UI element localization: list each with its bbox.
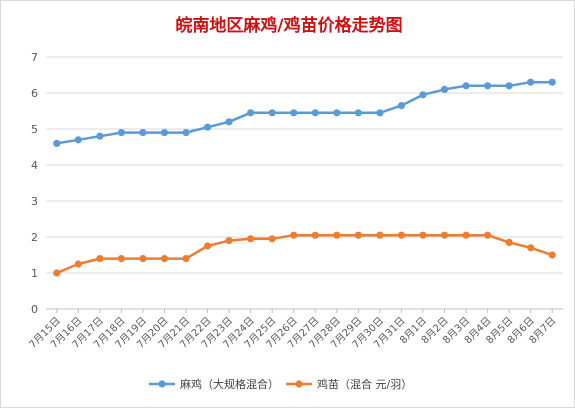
data-point xyxy=(96,132,104,140)
data-point xyxy=(376,231,384,239)
data-point xyxy=(333,109,341,117)
data-point xyxy=(53,139,61,147)
y-tick-label: 4 xyxy=(31,159,38,172)
data-point xyxy=(527,78,535,86)
data-point xyxy=(139,129,147,137)
data-point xyxy=(182,129,190,137)
y-tick-label: 6 xyxy=(31,87,38,100)
y-axis-ticks: 0 1 2 3 4 5 6 7 xyxy=(31,51,38,316)
data-point xyxy=(462,82,470,90)
data-point xyxy=(139,255,147,263)
data-point xyxy=(117,255,125,263)
data-point xyxy=(182,255,190,263)
legend-swatch-marker xyxy=(158,380,166,388)
legend-item-1: 麻鸡（大规格混合） xyxy=(149,377,279,391)
data-point xyxy=(484,231,492,239)
data-point xyxy=(160,129,169,137)
data-point xyxy=(354,109,362,117)
data-point xyxy=(354,231,362,239)
series-2 xyxy=(53,231,556,277)
data-point xyxy=(290,109,298,117)
legend: 麻鸡（大规格混合） 鸡苗（混合 元/羽） xyxy=(149,377,412,391)
data-point xyxy=(527,244,535,252)
data-point xyxy=(311,231,319,239)
data-point xyxy=(484,82,492,90)
legend-swatch-marker xyxy=(295,380,303,388)
x-axis-ticks: 7月15日7月16日7月17日7月18日7月19日7月20日7月21日7月22日… xyxy=(27,309,558,351)
data-point xyxy=(117,129,125,137)
y-tick-label: 7 xyxy=(31,51,38,64)
y-tick-label: 1 xyxy=(31,267,38,280)
legend-label: 鸡苗（混合 元/羽） xyxy=(317,377,412,391)
data-point xyxy=(53,269,61,277)
data-point xyxy=(203,242,212,250)
gridlines xyxy=(46,56,563,310)
data-point xyxy=(247,109,255,117)
data-point xyxy=(505,238,513,246)
y-tick-label: 5 xyxy=(31,123,38,136)
series-lines xyxy=(53,78,556,277)
series-line xyxy=(56,233,553,275)
data-point xyxy=(548,78,556,86)
data-point xyxy=(397,231,406,239)
legend-item-2: 鸡苗（混合 元/羽） xyxy=(286,377,412,391)
data-point xyxy=(290,231,298,239)
chart-title: 皖南地区麻鸡/鸡苗价格走势图 xyxy=(175,15,402,36)
data-point xyxy=(96,255,104,263)
data-point xyxy=(225,118,233,126)
data-point xyxy=(268,109,276,117)
series-1 xyxy=(53,78,556,147)
data-point xyxy=(462,231,470,239)
legend-label: 麻鸡（大规格混合） xyxy=(180,377,279,391)
data-point xyxy=(74,136,82,144)
y-tick-label: 3 xyxy=(31,195,38,208)
data-point xyxy=(440,231,449,239)
data-point xyxy=(333,231,341,239)
data-point xyxy=(376,109,384,117)
data-point xyxy=(397,102,406,110)
y-tick-label: 2 xyxy=(31,231,38,244)
data-point xyxy=(268,235,276,243)
data-point xyxy=(160,255,169,263)
data-point xyxy=(74,260,82,268)
data-point xyxy=(247,235,255,243)
data-point xyxy=(505,82,513,90)
data-point xyxy=(419,91,427,99)
data-point xyxy=(548,251,556,259)
data-point xyxy=(440,85,449,93)
series-line xyxy=(56,80,553,145)
data-point xyxy=(203,123,212,131)
data-point xyxy=(225,237,233,245)
data-point xyxy=(419,231,427,239)
y-tick-label: 0 xyxy=(31,303,38,316)
data-point xyxy=(311,109,319,117)
